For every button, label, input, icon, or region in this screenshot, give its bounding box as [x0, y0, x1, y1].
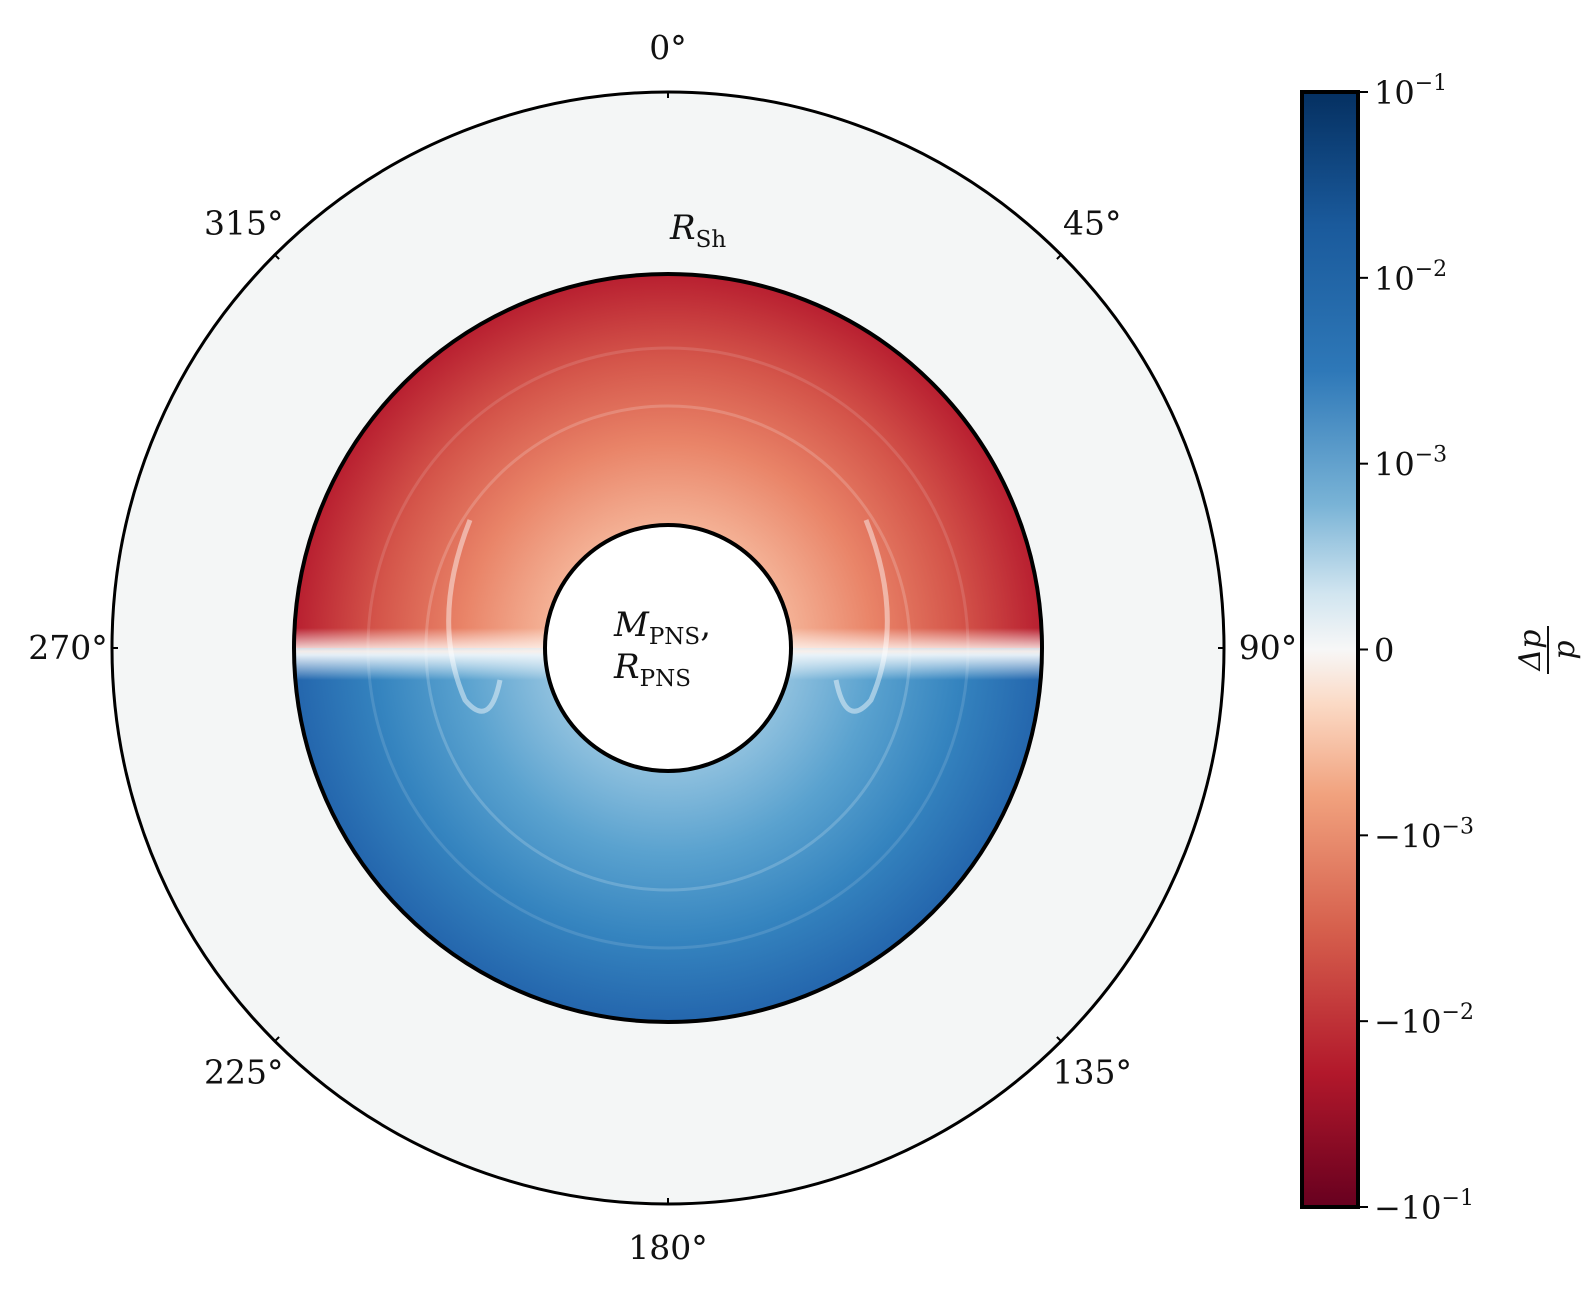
angular-label-45: 45°: [1063, 204, 1122, 243]
colorbar: [1300, 90, 1360, 1209]
colorbar-label-denominator: p: [1547, 640, 1582, 659]
angular-label-270: 270°: [28, 628, 108, 667]
colorbar-tick-label: 0: [1374, 632, 1394, 670]
field-feature-right: [833, 519, 890, 714]
pns-radius-label: RPNS: [613, 647, 691, 692]
pns-mass-label: MPNS,: [613, 605, 711, 650]
colorbar-label-numerator: Δp: [1513, 630, 1548, 672]
angular-ticks: [112, 92, 1224, 1204]
colorbar-tick-label: 10−2: [1374, 257, 1447, 298]
colorbar-tick-label: −10−3: [1374, 814, 1474, 855]
angular-tick-315: [274, 254, 280, 260]
colorbar-tick-label: −10−2: [1374, 1000, 1474, 1041]
angular-label-135: 135°: [1053, 1052, 1133, 1091]
field-ring-2: [366, 346, 970, 950]
angular-tick-225: [274, 1036, 280, 1042]
field-lower-half: [294, 648, 1042, 1022]
angular-tick-labels: 0° 45° 90° 135° 180° 225° 270° 315°: [28, 28, 1297, 1267]
angular-label-180: 180°: [628, 1228, 708, 1267]
angular-label-315: 315°: [204, 204, 284, 243]
angular-label-90: 90°: [1239, 628, 1298, 667]
angular-tick-45: [1056, 254, 1062, 260]
shock-radius-label: RSh: [669, 208, 726, 253]
angular-label-225: 225°: [204, 1052, 284, 1091]
field-ring-1: [424, 404, 912, 892]
shock-radius-circle: [292, 272, 1044, 1024]
colorbar-ticks: 10−1 10−2 10−3 0 −10−3 −10−2 −10−1: [1358, 71, 1474, 1227]
field-feature-left: [446, 519, 503, 714]
colorbar-label: Δp p: [1513, 626, 1582, 674]
colorbar-tick-label: 10−1: [1374, 71, 1447, 112]
angular-label-0: 0°: [649, 28, 687, 67]
pns-circle: [543, 523, 793, 773]
colorbar-tick-label: −10−1: [1374, 1186, 1474, 1227]
field-upper-half: [294, 274, 1042, 648]
colorbar-tick-label: 10−3: [1374, 443, 1447, 484]
angular-tick-135: [1056, 1036, 1062, 1042]
